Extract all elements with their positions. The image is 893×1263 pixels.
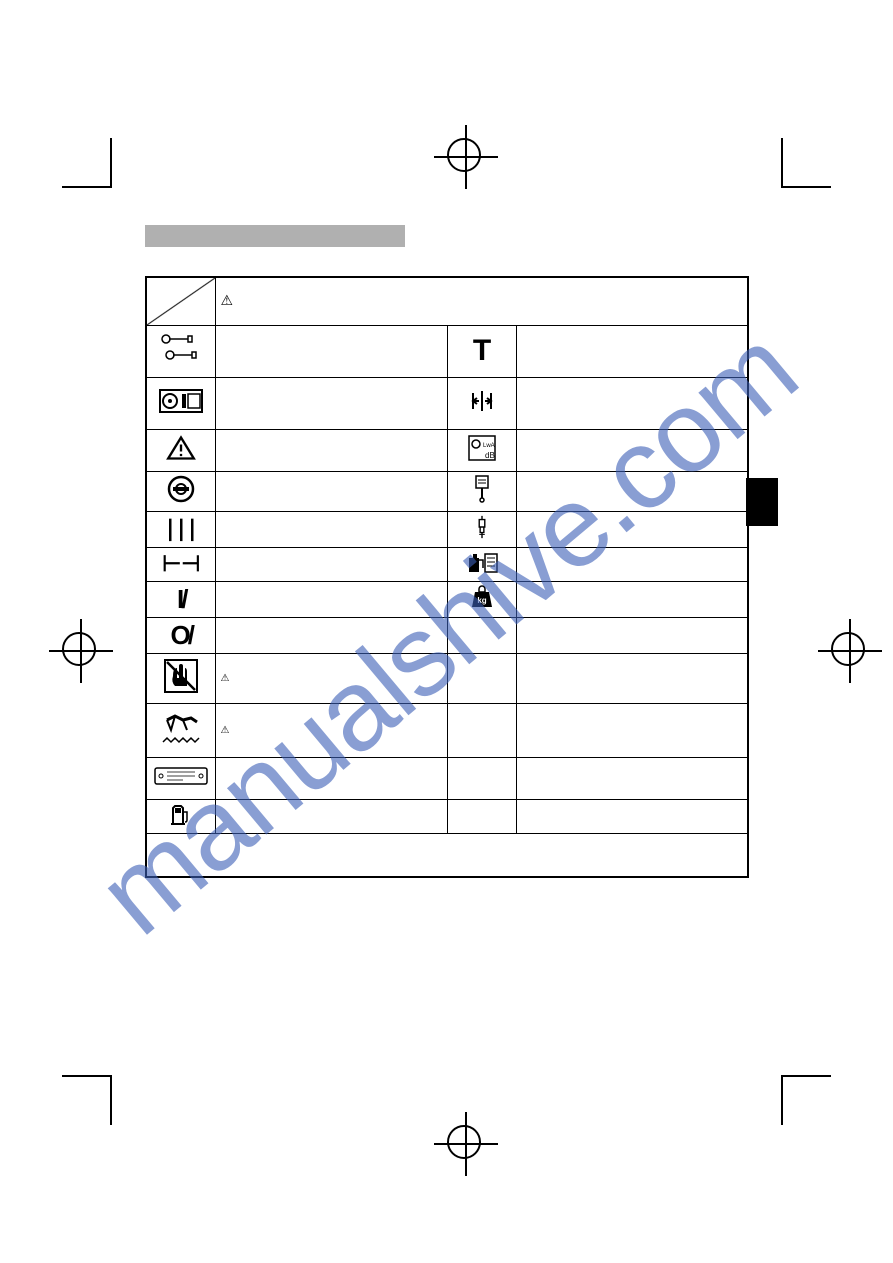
table-footer [146,833,748,877]
table-cell-label [216,325,447,377]
table-cell-label [216,511,447,547]
table-cell-label [517,757,748,799]
svg-text:dB: dB [485,451,495,460]
fuel-tank-icon [465,550,499,574]
table-cell-icon [447,471,517,511]
caution-icon [165,434,197,462]
table-cell-label [216,581,447,617]
table-cell-label [216,757,447,799]
weight-kg-icon: kg [469,585,495,609]
cutting-width-icon [469,389,495,413]
table-cell-icon [146,429,216,471]
table-cell-label [216,377,447,429]
spark-plug-icon [474,514,490,540]
table-cell-icon [447,617,517,653]
table-cell-label: ⚠ [216,703,447,757]
i-slash-icon: I/ [177,584,185,614]
table-cell-icon [146,325,216,377]
no-hands-icon [163,658,199,694]
specification-table: ⚠ T [145,276,749,878]
o-slash-icon: O/ [171,620,192,650]
table-cell-icon [146,757,216,799]
svg-text:kg: kg [477,596,486,605]
small-warning-icon: ⚠ [220,725,229,736]
table-cell-icon [447,547,517,581]
table-cell-icon [447,799,517,833]
bars-icon: ∣∣∣ [165,516,198,541]
hand-hazard-icon [161,708,201,748]
manual-cd-icon [158,386,204,416]
page-index-tab [746,478,778,526]
letter-t-icon: T [473,334,491,367]
piston-icon [472,474,492,504]
table-cell-icon: ⊢⊣ [146,547,216,581]
section-heading-bar [145,225,405,247]
table-cell-label [216,617,447,653]
table-cell-icon: LwA dB [447,429,517,471]
table-cell-icon [447,757,517,799]
table-cell-label [517,429,748,471]
table-cell-label [517,511,748,547]
no-entry-icon [167,475,195,503]
table-cell-icon: T [447,325,517,377]
table-cell-icon [146,653,216,703]
table-cell-label [517,617,748,653]
table-cell-label [517,703,748,757]
table-cell-label [517,377,748,429]
sound-level-icon: LwA dB [467,434,497,462]
fuel-pump-icon [169,802,193,826]
table-cell-icon [146,703,216,757]
table-cell-label [216,471,447,511]
model-keys-icon [158,329,204,369]
table-cell-icon [146,377,216,429]
table-cell-label [216,799,447,833]
table-cell-label [517,325,748,377]
table-cell-label: ⚠ [216,653,447,703]
table-cell-label [517,581,748,617]
table-cell-icon [447,653,517,703]
table-cell-label [517,471,748,511]
type-plate-icon [153,764,209,788]
warning-triangle-icon: ⚠ [220,292,233,308]
table-cell-icon [447,377,517,429]
table-cell-icon [146,799,216,833]
table-cell-icon [146,471,216,511]
table-header-diagonal [146,277,216,325]
table-cell-label [517,547,748,581]
table-header-warning: ⚠ [216,277,748,325]
table-cell-label [216,429,447,471]
small-warning-icon: ⚠ [220,673,229,684]
table-cell-label [517,799,748,833]
table-cell-icon [447,703,517,757]
table-cell-icon: O/ [146,617,216,653]
table-cell-icon: kg [447,581,517,617]
table-cell-icon [447,511,517,547]
table-cell-label [517,653,748,703]
table-cell-icon: ∣∣∣ [146,511,216,547]
table-cell-icon: I/ [146,581,216,617]
table-cell-label [216,547,447,581]
width-icon: ⊢⊣ [162,551,200,576]
svg-text:LwA: LwA [483,443,495,449]
